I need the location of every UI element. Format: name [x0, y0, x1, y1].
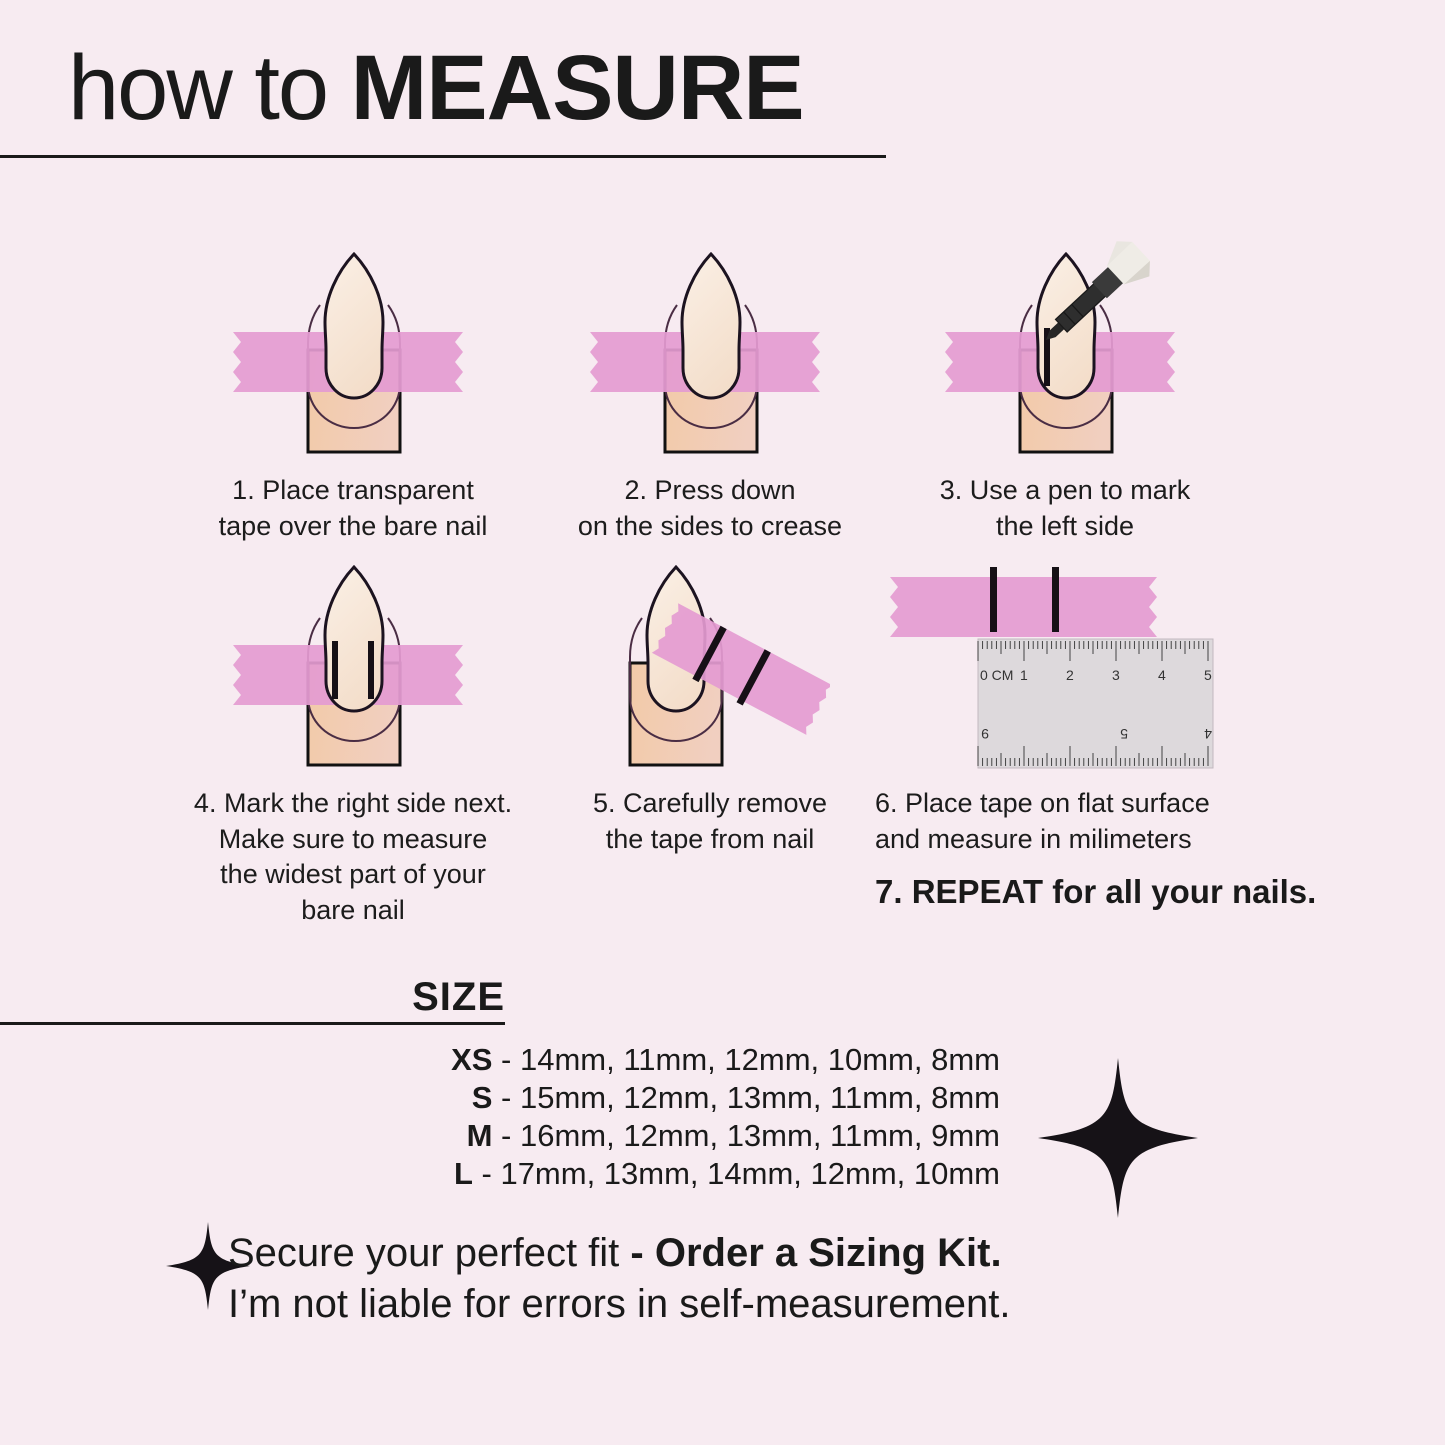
- svg-text:3: 3: [1112, 667, 1120, 683]
- svg-text:0 CM: 0 CM: [980, 667, 1013, 683]
- svg-text:9: 9: [981, 726, 989, 742]
- svg-text:5: 5: [1120, 726, 1128, 742]
- svg-text:1: 1: [1020, 667, 1028, 683]
- svg-text:5: 5: [1204, 667, 1212, 683]
- svg-text:2: 2: [1066, 667, 1074, 683]
- svg-text:4: 4: [1204, 726, 1212, 742]
- svg-text:4: 4: [1158, 667, 1166, 683]
